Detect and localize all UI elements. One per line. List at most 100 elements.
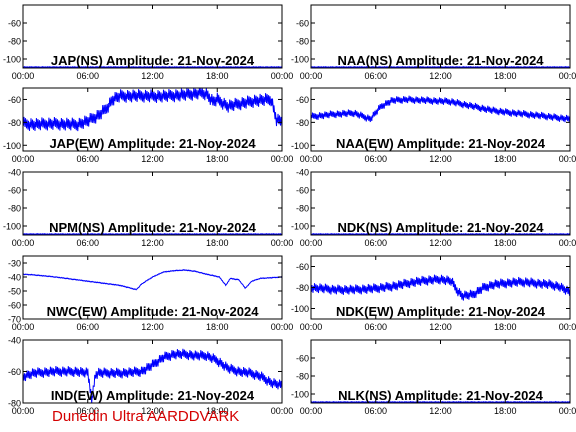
x-tick-label: 06:00 (364, 322, 387, 332)
x-tick-label: 18:00 (206, 322, 229, 332)
y-tick-label: -40 (8, 273, 21, 283)
y-tick-label: -60 (296, 186, 309, 196)
panel-title: JAP(NS) Amplitude: 21-Nov-2024 (51, 53, 255, 68)
x-tick-label: 12:00 (141, 322, 164, 332)
x-tick-label: 00:00 (12, 238, 35, 248)
y-tick-label: -60 (8, 95, 21, 105)
x-tick-label: 00:00 (559, 71, 576, 81)
x-tick-label: 18:00 (494, 406, 517, 416)
x-tick-label: 06:00 (76, 238, 99, 248)
y-tick-label: -100 (291, 390, 309, 400)
y-tick-label: -60 (296, 354, 309, 364)
y-tick-label: -50 (8, 287, 21, 297)
x-tick-label: 00:00 (271, 71, 294, 81)
y-tick-label: -100 (291, 141, 309, 151)
y-tick-label: -80 (296, 37, 309, 47)
x-tick-label: 00:00 (300, 406, 323, 416)
y-tick-label: -60 (296, 19, 309, 29)
x-tick-label: 18:00 (206, 154, 229, 164)
x-tick-label: 06:00 (76, 406, 99, 416)
x-tick-label: 06:00 (76, 71, 99, 81)
y-tick-label: -70 (8, 315, 21, 325)
x-tick-label: 06:00 (364, 71, 387, 81)
x-tick-label: 12:00 (429, 406, 452, 416)
x-tick-label: 12:00 (429, 71, 452, 81)
x-tick-label: 00:00 (300, 154, 323, 164)
x-tick-label: 00:00 (300, 322, 323, 332)
x-tick-label: 12:00 (429, 322, 452, 332)
x-tick-label: 12:00 (141, 238, 164, 248)
x-tick-label: 18:00 (494, 71, 517, 81)
panel-title: NPM(NS) Amplitude: 21-Nov-2024 (49, 220, 257, 235)
y-tick-label: -80 (8, 204, 21, 214)
panel-title: NDK(EW) Amplitude: 21-Nov-2024 (336, 304, 546, 319)
x-tick-label: 00:00 (300, 238, 323, 248)
chart-panel-5: -100 -80 -60 -40 00:00 06:00 12:00 18:00 00:00 NP… (3, 168, 293, 249)
y-tick-label: -40 (8, 336, 21, 346)
y-tick-label: -100 (3, 222, 21, 232)
y-tick-label: -60 (8, 186, 21, 196)
y-tick-label: -100 (291, 55, 309, 65)
x-tick-label: 18:00 (494, 238, 517, 248)
y-tick-label: -80 (296, 283, 309, 293)
x-tick-label: 12:00 (429, 154, 452, 164)
y-tick-label: -30 (8, 259, 21, 269)
x-tick-label: 12:00 (141, 71, 164, 81)
panel-title: IND(EW) Amplitude: 21-Nov-2024 (51, 388, 255, 403)
footer-label: Dunedin Ultra AARDDVARK (52, 408, 240, 425)
y-tick-label: -80 (296, 118, 309, 128)
x-tick-label: 18:00 (206, 71, 229, 81)
x-tick-label: 00:00 (271, 322, 294, 332)
x-tick-label: 00:00 (559, 406, 576, 416)
x-tick-label: 00:00 (559, 322, 576, 332)
y-tick-label: -60 (296, 262, 309, 272)
y-tick-label: -80 (8, 118, 21, 128)
chart-panel-1: -100 -80 -60 00:00 06:00 12:00 18:00 00:00 JAP(N… (3, 4, 294, 81)
chart-panel-2: -100 -80 -60 00:00 06:00 12:00 18:00 00:00 NAA(N… (291, 4, 576, 81)
x-tick-label: 18:00 (494, 322, 517, 332)
series-line-1 (22, 87, 283, 132)
chart-panel-7: -70 -60 -50 -40 -30 00:00 06:00 12:00 18:00 00:00… (8, 255, 294, 332)
y-tick-label: -60 (8, 301, 21, 311)
x-tick-label: 00:00 (12, 322, 35, 332)
x-tick-label: 00:00 (12, 71, 35, 81)
y-tick-label: -100 (291, 222, 309, 232)
panel-title: NWC(EW) Amplitude: 21-Nov-2024 (47, 304, 260, 319)
y-tick-label: -80 (296, 372, 309, 382)
y-tick-label: -100 (3, 55, 21, 65)
x-tick-label: 18:00 (206, 238, 229, 248)
x-tick-label: 00:00 (271, 406, 294, 416)
panel-title: NDK(NS) Amplitude: 21-Nov-2024 (337, 220, 544, 235)
x-tick-label: 00:00 (12, 406, 35, 416)
panel-title: NAA(EW) Amplitude: 21-Nov-2024 (336, 136, 546, 151)
chart-panel-6: -100 -80 -60 -40 00:00 06:00 12:00 18:00 00:00 ND… (291, 168, 576, 249)
y-tick-label: -100 (291, 304, 309, 314)
x-tick-label: 00:00 (559, 238, 576, 248)
chart-panel-9: -80 -60 -40 00:00 06:00 12:00 18:00 00:00 IND(EW… (8, 336, 293, 417)
x-tick-label: 06:00 (76, 322, 99, 332)
x-tick-label: 06:00 (364, 238, 387, 248)
panel-title: NLK(NS) Amplitude: 21-Nov-2024 (338, 388, 543, 403)
x-tick-label: 00:00 (12, 154, 35, 164)
chart-panel-4: -100 -80 -60 00:00 06:00 12:00 18:00 00:00 NAA(E… (291, 87, 576, 164)
y-tick-label: -80 (8, 399, 21, 409)
chart-panel-8: -100 -80 -60 00:00 06:00 12:00 18:00 00:00 NDK(E… (291, 255, 576, 332)
chart-panel-10: -100 -80 -60 00:00 06:00 12:00 18:00 00:00 NLK(N… (291, 339, 576, 416)
x-tick-label: 06:00 (364, 154, 387, 164)
series-line-1 (22, 269, 283, 291)
y-tick-label: -60 (8, 367, 21, 377)
series-line-1 (22, 348, 283, 404)
panel-title: NAA(NS) Amplitude: 21-Nov-2024 (337, 53, 544, 68)
x-tick-label: 06:00 (364, 406, 387, 416)
y-tick-label: -40 (296, 168, 309, 178)
x-tick-label: 18:00 (206, 406, 229, 416)
y-tick-label: -40 (8, 168, 21, 178)
y-tick-label: -80 (296, 204, 309, 214)
y-tick-label: -60 (296, 95, 309, 105)
series-line-1 (310, 95, 571, 123)
series-line-1 (310, 274, 571, 301)
x-tick-label: 00:00 (559, 154, 576, 164)
x-tick-label: 12:00 (141, 406, 164, 416)
x-tick-label: 06:00 (76, 154, 99, 164)
